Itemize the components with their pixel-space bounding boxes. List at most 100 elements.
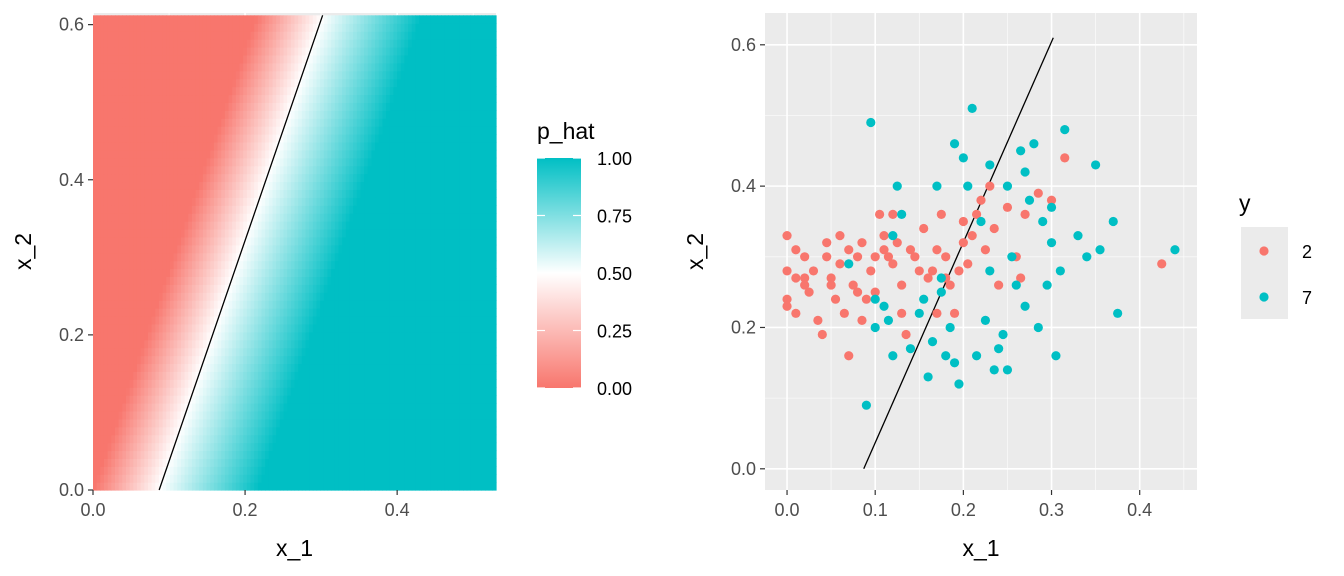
heatmap-cell	[338, 252, 343, 262]
heatmap-cell	[301, 339, 307, 349]
heatmap-cell	[257, 434, 263, 444]
heatmap-cell	[114, 402, 120, 412]
heatmap-cell	[235, 387, 241, 396]
heatmap-cell	[356, 157, 362, 167]
heatmap-cell	[367, 133, 373, 143]
heatmap-cell	[140, 228, 145, 238]
heatmap-cell	[441, 323, 446, 333]
heatmap-cell	[455, 363, 460, 372]
heatmap-cell	[485, 308, 490, 317]
heatmap-cell	[441, 331, 446, 341]
heatmap-cell	[111, 315, 116, 325]
heatmap-cell	[93, 300, 98, 309]
heatmap-cell	[268, 482, 274, 491]
heatmap-cell	[268, 236, 274, 246]
heatmap-cell	[257, 355, 263, 365]
heatmap-cell	[213, 387, 219, 396]
heatmap-cell	[287, 268, 292, 277]
heatmap-cell	[386, 244, 391, 254]
heatmap-cell	[441, 395, 446, 404]
heatmap-cell	[488, 442, 493, 452]
heatmap-cell	[195, 260, 200, 270]
heatmap-cell	[184, 292, 189, 301]
heatmap-cell	[345, 450, 351, 459]
heatmap-cell	[279, 260, 285, 270]
heatmap-cell	[177, 308, 182, 317]
heatmap-cell	[239, 474, 244, 483]
heatmap-cell	[107, 165, 112, 175]
heatmap-cell	[316, 228, 321, 238]
heatmap-cell	[210, 434, 215, 444]
heatmap-cell	[331, 402, 336, 412]
heatmap-cell	[301, 213, 307, 222]
heatmap-cell	[118, 228, 123, 238]
heatmap-cell	[301, 165, 307, 175]
heatmap-cell	[470, 189, 475, 198]
heatmap-cell	[265, 284, 270, 293]
heatmap-cell	[228, 410, 233, 420]
heatmap-cell	[151, 181, 156, 190]
heatmap-cell	[298, 268, 303, 277]
heatmap-cell	[437, 315, 442, 325]
heatmap-cell	[276, 213, 281, 222]
heatmap-cell	[162, 434, 167, 444]
heatmap-cell	[452, 165, 457, 175]
heatmap-cell	[166, 141, 171, 151]
heatmap-cell	[448, 205, 453, 214]
heatmap-cell	[235, 197, 241, 206]
heatmap-cell	[327, 149, 332, 159]
heatmap-cell	[213, 347, 219, 357]
heatmap-cell	[367, 323, 373, 333]
heatmap-cell	[426, 426, 431, 436]
heatmap-cell	[272, 434, 277, 444]
heatmap-cell	[459, 331, 464, 341]
heatmap-cell	[173, 474, 178, 483]
heatmap-cell	[151, 331, 156, 341]
heatmap-cell	[320, 331, 325, 341]
heatmap-cell	[191, 173, 197, 183]
heatmap-cell	[169, 363, 175, 372]
heatmap-cell	[371, 157, 376, 167]
heatmap-cell	[367, 292, 373, 301]
heatmap-cell	[290, 387, 296, 396]
heatmap-cell	[235, 165, 241, 175]
heatmap-cell	[107, 157, 112, 167]
heatmap-cell	[180, 213, 186, 222]
heatmap-cell	[118, 284, 123, 293]
heatmap-cell	[199, 268, 204, 277]
heatmap-cell	[136, 276, 142, 285]
heatmap-cell	[422, 260, 427, 270]
heatmap-cell	[206, 197, 211, 206]
heatmap-cell	[459, 339, 464, 349]
heatmap-cell	[155, 458, 160, 467]
heatmap-cell	[290, 482, 296, 491]
heatmap-cell	[114, 205, 120, 214]
heatmap-cell	[173, 221, 178, 230]
heatmap-cell	[239, 284, 244, 293]
heatmap-cell	[349, 308, 354, 317]
heatmap-cell	[221, 442, 226, 452]
heatmap-cell	[103, 395, 109, 404]
heatmap-cell	[466, 466, 471, 475]
heatmap-cell	[334, 205, 340, 214]
heatmap-cell	[316, 157, 321, 167]
heatmap-cell	[188, 292, 193, 301]
heatmap-cell	[448, 292, 453, 301]
heatmap-cell	[415, 189, 420, 198]
heatmap-cell	[224, 482, 230, 491]
heatmap-cell	[309, 339, 314, 349]
heatmap-cell	[261, 474, 266, 483]
heatmap-cell	[411, 355, 416, 365]
heatmap-cell	[400, 213, 406, 222]
heatmap-cell	[177, 395, 182, 404]
heatmap-cell	[103, 300, 109, 309]
heatmap-cell	[404, 410, 409, 420]
heatmap-cell	[415, 300, 420, 309]
heatmap-cell	[261, 331, 266, 341]
heatmap-cell	[492, 284, 497, 293]
heatmap-cell	[129, 402, 134, 412]
heatmap-cell	[239, 466, 244, 475]
heatmap-cell	[173, 181, 178, 190]
heatmap-cell	[331, 252, 336, 262]
heatmap-cell	[305, 308, 310, 317]
